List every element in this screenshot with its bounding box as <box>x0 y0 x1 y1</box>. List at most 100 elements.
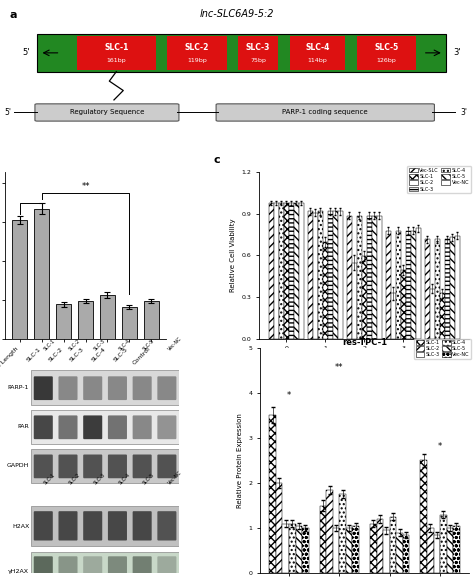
FancyBboxPatch shape <box>58 556 78 579</box>
FancyBboxPatch shape <box>356 35 416 70</box>
Bar <box>296 526 302 573</box>
Text: PARP-1 coding sequence: PARP-1 coding sequence <box>283 109 368 115</box>
Bar <box>31 371 179 405</box>
Text: **: ** <box>335 364 344 372</box>
Bar <box>440 515 447 573</box>
Text: SLC-5: SLC-5 <box>374 43 398 52</box>
Bar <box>333 528 339 573</box>
Bar <box>313 213 318 339</box>
Bar <box>318 211 323 339</box>
FancyBboxPatch shape <box>34 415 53 439</box>
Bar <box>31 449 179 483</box>
Bar <box>269 203 274 339</box>
Text: SLC-3: SLC-3 <box>93 472 106 485</box>
Text: SLC-2: SLC-2 <box>68 339 82 352</box>
Bar <box>353 526 359 573</box>
Text: a: a <box>9 10 17 20</box>
Bar <box>425 239 429 339</box>
FancyBboxPatch shape <box>58 376 78 400</box>
Text: SLC-5: SLC-5 <box>142 472 155 485</box>
Legend: SLC-1, SLC-2, SLC-3, SLC-4, SLC-5, Vec-NC: SLC-1, SLC-2, SLC-3, SLC-4, SLC-5, Vec-N… <box>414 339 471 359</box>
Bar <box>328 211 333 339</box>
Text: *: * <box>287 391 291 400</box>
FancyBboxPatch shape <box>157 511 176 541</box>
X-axis label: Days: Days <box>356 353 373 358</box>
Bar <box>377 519 383 573</box>
Bar <box>403 535 410 573</box>
FancyBboxPatch shape <box>58 455 78 478</box>
FancyBboxPatch shape <box>34 376 53 400</box>
Bar <box>34 208 49 339</box>
FancyBboxPatch shape <box>108 415 127 439</box>
Text: 5': 5' <box>5 108 12 117</box>
FancyBboxPatch shape <box>133 455 152 478</box>
Bar <box>12 220 27 339</box>
Bar <box>320 505 326 573</box>
Text: 161bp: 161bp <box>107 58 126 63</box>
Y-axis label: Relative Protein Expression: Relative Protein Expression <box>237 413 243 508</box>
Text: SLC-3: SLC-3 <box>246 43 270 52</box>
FancyBboxPatch shape <box>108 511 127 541</box>
Text: 126bp: 126bp <box>376 58 396 63</box>
FancyBboxPatch shape <box>167 35 227 70</box>
Bar <box>411 231 416 339</box>
FancyBboxPatch shape <box>83 376 102 400</box>
Bar <box>434 535 440 573</box>
FancyBboxPatch shape <box>290 35 345 70</box>
Bar <box>455 236 460 339</box>
Bar <box>333 211 338 339</box>
Text: Vec-NC: Vec-NC <box>167 470 183 485</box>
Text: SLC-1: SLC-1 <box>104 43 128 52</box>
Text: 3': 3' <box>460 108 467 117</box>
Bar <box>274 203 279 339</box>
Bar <box>390 517 396 573</box>
Bar <box>391 294 396 339</box>
Bar <box>283 523 289 573</box>
Text: 75bp: 75bp <box>250 58 266 63</box>
Text: SLC-5: SLC-5 <box>142 339 155 352</box>
Text: SLC-4: SLC-4 <box>118 472 131 485</box>
FancyBboxPatch shape <box>157 415 176 439</box>
FancyBboxPatch shape <box>77 35 156 70</box>
Text: 3': 3' <box>453 49 461 57</box>
Text: SLC-2: SLC-2 <box>185 43 210 52</box>
Bar <box>284 203 289 339</box>
Bar <box>144 301 159 339</box>
Text: *: * <box>438 442 442 452</box>
FancyBboxPatch shape <box>83 415 102 439</box>
Bar <box>447 528 453 573</box>
Bar <box>406 231 411 339</box>
Bar <box>31 507 179 546</box>
FancyBboxPatch shape <box>35 104 179 121</box>
Text: PAR: PAR <box>18 424 29 429</box>
Bar <box>339 494 346 573</box>
FancyBboxPatch shape <box>58 415 78 439</box>
Bar <box>346 215 352 339</box>
Bar <box>31 552 179 579</box>
Bar <box>294 203 299 339</box>
Bar <box>445 239 450 339</box>
FancyBboxPatch shape <box>37 34 446 72</box>
Text: lnc-SLC6A9-5:2: lnc-SLC6A9-5:2 <box>200 9 274 19</box>
Bar <box>276 483 283 573</box>
Bar <box>289 523 296 573</box>
FancyBboxPatch shape <box>238 35 278 70</box>
FancyBboxPatch shape <box>133 556 152 579</box>
FancyBboxPatch shape <box>58 511 78 541</box>
Text: 5': 5' <box>23 49 30 57</box>
Text: SLC-1: SLC-1 <box>43 472 57 485</box>
FancyBboxPatch shape <box>157 556 176 579</box>
Text: PARP-1: PARP-1 <box>8 385 29 390</box>
FancyBboxPatch shape <box>108 376 127 400</box>
FancyBboxPatch shape <box>133 511 152 541</box>
Bar <box>346 528 353 573</box>
Bar <box>370 523 377 573</box>
Bar <box>362 256 367 339</box>
FancyBboxPatch shape <box>34 455 53 478</box>
Text: c: c <box>213 156 219 166</box>
Legend: Vec-SLC, SLC-1, SLC-2, SLC-3, SLC-4, SLC-5, Vec-NC: Vec-SLC, SLC-1, SLC-2, SLC-3, SLC-4, SLC… <box>407 166 471 193</box>
Text: H2AX: H2AX <box>12 524 29 529</box>
Bar <box>289 203 294 339</box>
Bar <box>31 409 179 444</box>
Bar <box>401 270 406 339</box>
